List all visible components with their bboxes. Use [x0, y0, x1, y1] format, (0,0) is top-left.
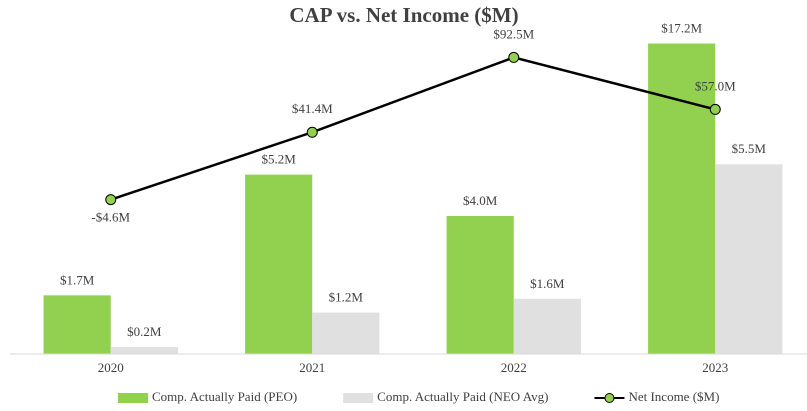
- data-label: $5.2M: [262, 152, 297, 167]
- bar: [513, 298, 581, 354]
- legend-label: Comp. Actually Paid (PEO): [152, 389, 297, 404]
- data-label: $5.5M: [732, 141, 767, 156]
- data-label: -$4.6M: [91, 210, 130, 225]
- data-label: $17.2M: [661, 20, 702, 35]
- line-marker: [709, 103, 721, 115]
- data-label: $1.2M: [329, 290, 364, 305]
- x-tick-label: 2022: [501, 360, 527, 375]
- line-marker: [306, 126, 318, 138]
- data-label: $41.4M: [292, 101, 333, 116]
- bar: [43, 295, 111, 354]
- data-label: $57.0M: [695, 78, 736, 93]
- data-label: $1.7M: [60, 272, 95, 287]
- bar: [715, 164, 783, 354]
- line-marker: [508, 51, 520, 63]
- plot-area: [43, 43, 783, 355]
- bar: [312, 312, 380, 354]
- line: [110, 56, 716, 201]
- x-tick-label: 2020: [98, 360, 124, 375]
- x-tick-label: 2023: [702, 360, 728, 375]
- legend-marker: [604, 393, 615, 403]
- legend-swatch: [118, 393, 148, 403]
- legend-label: Net Income ($M): [628, 389, 719, 404]
- legend-label: Comp. Actually Paid (NEO Avg): [377, 389, 548, 404]
- data-label: $4.0M: [463, 193, 498, 208]
- bar: [245, 174, 313, 354]
- chart-title: CAP vs. Net Income ($M): [289, 3, 518, 27]
- data-label: $92.5M: [493, 26, 534, 41]
- data-label: $0.2M: [127, 324, 162, 339]
- legend-swatch: [343, 393, 374, 403]
- bar: [110, 347, 178, 354]
- x-tick-label: 2021: [299, 360, 325, 375]
- line-marker: [105, 194, 117, 206]
- bar: [648, 43, 716, 355]
- data-label: $1.6M: [530, 276, 565, 291]
- bar: [446, 216, 514, 354]
